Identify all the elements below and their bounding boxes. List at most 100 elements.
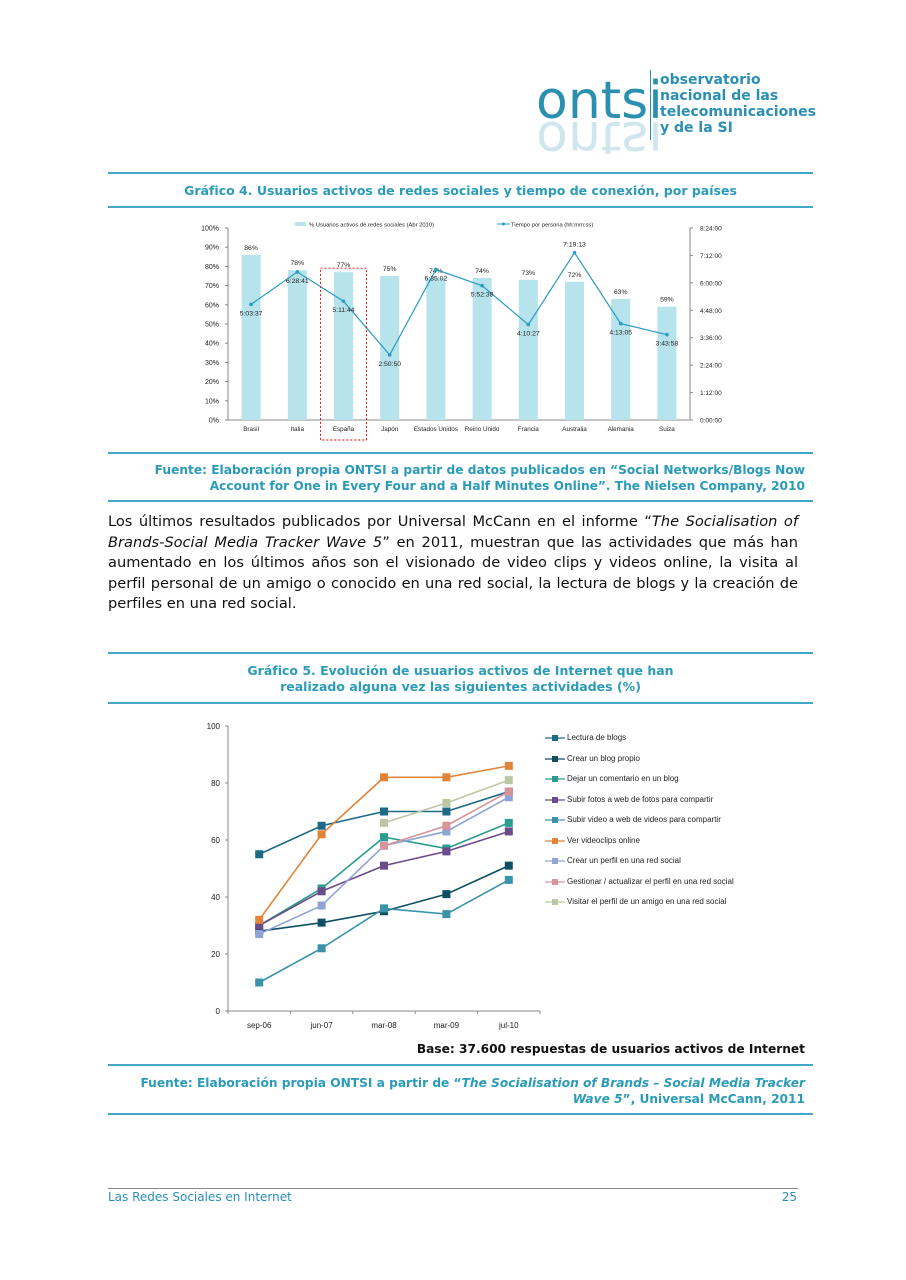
- legend-item: Crear un blog propio: [545, 754, 735, 775]
- data-label: 4:13:05: [609, 330, 632, 337]
- x-tick-label: jul-10: [498, 1021, 519, 1030]
- line-point: [317, 918, 326, 927]
- line-point: [380, 841, 388, 850]
- bar: [565, 281, 584, 420]
- rule: [108, 1064, 813, 1066]
- line-point: [317, 830, 326, 839]
- legend-item: Gestionar / actualizar el perfil en una …: [545, 877, 735, 898]
- bar: [657, 306, 677, 420]
- bar: [611, 299, 631, 420]
- legend-swatch-marker: [552, 837, 558, 844]
- y2-tick-label: 0:00:00: [700, 418, 722, 425]
- y2-tick-label: 8:24:00: [700, 226, 722, 233]
- legend-item: Subir video a web de videos para compart…: [545, 815, 735, 836]
- bar: [472, 277, 492, 420]
- data-label: 63%: [614, 289, 628, 296]
- line-point: [255, 978, 264, 987]
- line-point: [572, 250, 577, 255]
- org-line: nacional de las: [660, 88, 779, 104]
- x-tick-label: Francia: [518, 426, 539, 433]
- legend-label: Visitar el perfil de un amigo en una red…: [567, 897, 727, 906]
- bar: [334, 272, 353, 420]
- legend-swatch-marker: [552, 817, 558, 823]
- line-point: [442, 821, 451, 830]
- org-line: telecomunicaciones: [660, 104, 816, 120]
- bar: [380, 276, 400, 420]
- line-point: [387, 353, 392, 357]
- line-point: [442, 807, 451, 816]
- x-tick-label: Reino Unido: [465, 426, 500, 433]
- line-point: [442, 910, 451, 919]
- x-tick-label: mar-09: [434, 1021, 460, 1030]
- y2-tick-label: 6:00:00: [700, 280, 722, 287]
- page-number: 25: [781, 1190, 797, 1204]
- logo-divider: [650, 70, 651, 140]
- x-tick-label: Japón: [381, 426, 399, 433]
- x-tick-label: Alemania: [608, 426, 635, 433]
- chart: 0 20 40 60 80 100 sep-06 jun-07 mar-08 mar-09 jul-…: [207, 722, 541, 1030]
- y-tick-label: 0%: [209, 418, 219, 425]
- y-tick-label: 20%: [205, 379, 219, 386]
- org-line: observatorio: [660, 72, 761, 88]
- legend-swatch: [545, 755, 565, 762]
- line-point: [380, 807, 388, 816]
- line-point: [504, 787, 513, 796]
- text: ” en 2011, muestran que las actividades …: [108, 533, 798, 613]
- line-point: [504, 827, 513, 836]
- x-tick-label: Italia: [291, 426, 305, 433]
- line-point: [295, 270, 300, 274]
- legend-swatch-marker: [552, 755, 558, 762]
- source-text: Fuente: Elaboración propia ONTSI a parti…: [154, 463, 805, 493]
- legend-swatch: [545, 899, 565, 905]
- data-label: 2:50:50: [378, 361, 401, 368]
- data-label: 74%: [475, 268, 489, 275]
- line: [259, 864, 510, 932]
- x-tick-label: España: [333, 426, 355, 433]
- y-tick-label: 60%: [205, 302, 219, 309]
- footer-rule: [108, 1188, 798, 1189]
- legend-label: % Usuarios activos de redes sociales (Ab…: [309, 223, 434, 229]
- line-point: [442, 773, 451, 782]
- data-label: 6:35:02: [425, 276, 448, 283]
- line-point: [442, 890, 451, 899]
- logo-reflection: ontsi: [536, 109, 663, 154]
- legend-item: Dejar un comentario en un blog: [545, 774, 735, 795]
- line-point: [255, 930, 264, 939]
- y2-tick-label: 1:12:00: [700, 390, 722, 397]
- legend-swatch-marker: [552, 899, 558, 905]
- line-point: [504, 776, 513, 785]
- org-line: y de la SI: [660, 120, 733, 136]
- figure-source: Fuente: Elaboración propia ONTSI a parti…: [108, 1075, 805, 1107]
- rule: [108, 172, 813, 174]
- line-point: [255, 915, 264, 924]
- line-point: [255, 850, 264, 859]
- y-tick-label: 20: [211, 950, 220, 959]
- legend-label: Ver videoclips online: [567, 835, 640, 845]
- logo: ontsi ontsi: [536, 71, 663, 154]
- legend-swatch: [295, 222, 306, 226]
- line-point: [380, 904, 388, 913]
- figure-title: Gráfico 5. Evolución de usuarios activos…: [247, 663, 674, 694]
- line-point: [380, 773, 388, 782]
- org-name: observatorio nacional de las telecomunic…: [660, 72, 816, 136]
- figure-source: Fuente: Elaboración propia ONTSI a parti…: [108, 462, 805, 494]
- rule: [108, 500, 813, 502]
- legend-label: Gestionar / actualizar el perfil en una …: [567, 876, 734, 886]
- data-label: 5:03:37: [240, 310, 263, 317]
- footer-title: Las Redes Sociales en Internet: [108, 1190, 292, 1204]
- y-tick-label: 10%: [205, 398, 219, 405]
- legend-label: Dejar un comentario en un blog: [567, 774, 679, 783]
- y-tick-label: 80: [211, 779, 220, 788]
- rule: [108, 652, 813, 654]
- y-tick-label: 70%: [205, 283, 219, 290]
- x-tick-label: Suiza: [659, 426, 675, 433]
- source-text: Fuente: Elaboración propia ONTSI a parti…: [140, 1076, 462, 1090]
- data-label: 5:11:44: [332, 307, 354, 314]
- legend-item: Lectura de blogs: [545, 733, 735, 754]
- body-paragraph: Los últimos resultados publicados por Un…: [108, 512, 798, 615]
- x-tick-label: jun-07: [309, 1021, 333, 1030]
- y-tick-label: 0: [216, 1007, 221, 1016]
- source-text: ”, Universal McCann, 2011: [622, 1092, 805, 1106]
- line-point: [504, 761, 513, 770]
